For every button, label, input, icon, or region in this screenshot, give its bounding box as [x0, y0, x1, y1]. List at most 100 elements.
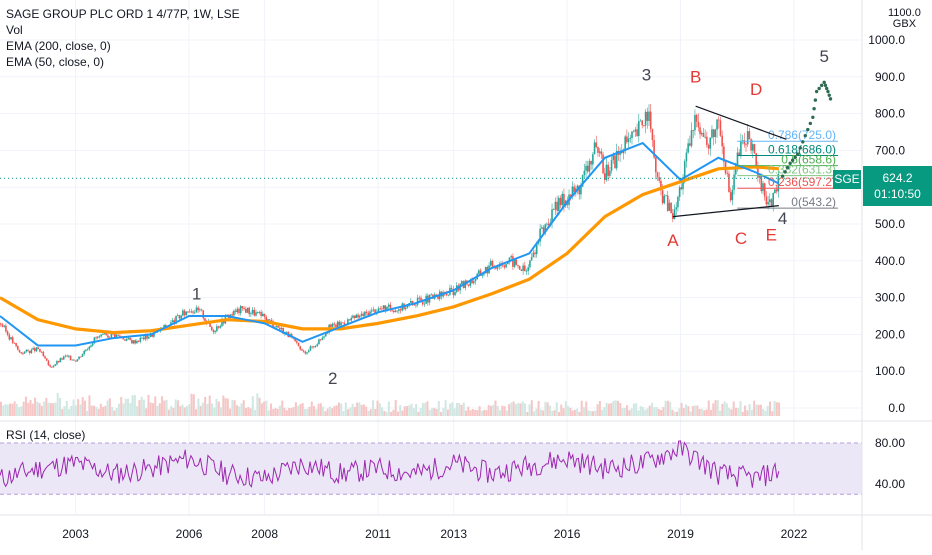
- candle-body: [78, 356, 80, 360]
- candle-body: [113, 333, 116, 338]
- candle-body: [704, 136, 706, 138]
- volume-bar: [607, 403, 610, 416]
- volume-bar: [446, 409, 449, 416]
- volume-bar: [40, 405, 43, 416]
- volume-bar: [120, 396, 123, 416]
- volume-bar: [614, 400, 617, 416]
- volume-bar: [641, 406, 644, 416]
- volume-bar: [505, 410, 508, 416]
- candle-body: [615, 150, 618, 169]
- legend-ema50[interactable]: EMA (50, close, 0): [6, 55, 105, 69]
- candle-body: [253, 309, 256, 316]
- candle-body: [236, 308, 239, 313]
- candle-body: [634, 129, 637, 132]
- candle-body: [571, 186, 574, 197]
- candle-body: [668, 202, 671, 211]
- candle-body: [709, 137, 712, 149]
- candle-body: [396, 310, 399, 312]
- volume-bar: [558, 411, 561, 416]
- fib-level-label: 0(543.2): [791, 195, 836, 209]
- volume-bar: [383, 410, 386, 416]
- volume-bar: [576, 408, 579, 416]
- volume-bar: [86, 410, 89, 416]
- volume-bar: [514, 404, 517, 416]
- candle-body: [561, 193, 564, 206]
- volume-bar: [528, 404, 531, 416]
- volume-bar: [381, 407, 384, 416]
- candle-body: [573, 186, 575, 193]
- volume-bar: [308, 406, 311, 416]
- volume-bar: [580, 400, 583, 416]
- volume-bar: [651, 402, 654, 416]
- volume-bar: [281, 400, 284, 416]
- candle-body: [740, 141, 742, 156]
- volume-bar: [174, 399, 177, 416]
- candle-body: [450, 287, 453, 290]
- volume-bar: [360, 404, 363, 416]
- candle-body: [474, 279, 477, 282]
- volume-bar: [560, 404, 563, 416]
- candle-body: [665, 195, 667, 197]
- correction-label: B: [690, 67, 701, 86]
- candle-body: [632, 131, 635, 133]
- volume-bar: [589, 411, 592, 416]
- forecast-dot: [806, 127, 810, 132]
- volume-bar: [419, 408, 422, 416]
- candle-body: [350, 317, 353, 321]
- forecast-dot: [819, 83, 824, 88]
- volume-bar: [49, 403, 52, 416]
- candle-body: [25, 349, 28, 352]
- volume-bar: [172, 407, 175, 416]
- candle-body: [374, 309, 376, 314]
- candle-body: [524, 265, 526, 272]
- correction-label: D: [750, 80, 762, 99]
- forecast-dot: [827, 93, 831, 97]
- candle-body: [775, 189, 778, 192]
- volume-bar: [108, 398, 111, 416]
- candle-body: [358, 315, 361, 318]
- volume-bar: [324, 411, 327, 416]
- volume-bar: [0, 401, 2, 416]
- candle-body: [131, 340, 133, 344]
- volume-bar: [421, 402, 424, 416]
- volume-bar: [716, 400, 719, 416]
- candle-body: [593, 142, 596, 155]
- candle-body: [369, 311, 371, 317]
- volume-bar: [603, 407, 606, 416]
- volume-bar: [217, 401, 220, 416]
- candle-body: [115, 334, 118, 338]
- candle-body: [682, 177, 684, 190]
- candle-body: [423, 303, 426, 305]
- candle-body: [481, 274, 484, 276]
- candle-body: [377, 308, 380, 312]
- candle-body: [517, 264, 519, 266]
- volume-bar: [778, 402, 781, 416]
- candle-body: [102, 334, 104, 336]
- volume-bar: [81, 397, 84, 416]
- candle-body: [399, 309, 402, 311]
- legend-title[interactable]: SAGE GROUP PLC ORD 1 4/77P, 1W, LSE: [6, 7, 240, 21]
- candle-body: [239, 306, 242, 314]
- candle-body: [171, 320, 174, 323]
- volume-bar: [451, 402, 454, 416]
- volume-bar: [496, 405, 499, 416]
- volume-bar: [555, 402, 558, 416]
- candle-body: [88, 346, 91, 350]
- volume-bar: [335, 405, 338, 416]
- time-tick-label: 2011: [365, 527, 391, 541]
- candle-body: [607, 164, 609, 176]
- candle-body: [760, 174, 763, 192]
- candle-body: [478, 270, 480, 274]
- candle-body: [736, 152, 739, 165]
- rsi-legend[interactable]: RSI (14, close): [6, 428, 86, 442]
- fib-level-label: 0.786(725.0): [768, 128, 836, 142]
- legend-ema200[interactable]: EMA (200, close, 0): [6, 39, 111, 53]
- volume-bar: [54, 402, 57, 416]
- time-tick-label: 2003: [62, 527, 89, 541]
- volume-bar: [353, 407, 356, 416]
- volume-bar: [192, 394, 195, 416]
- volume-bar: [63, 406, 66, 416]
- legend-vol[interactable]: Vol: [6, 23, 23, 37]
- candle-body: [552, 209, 555, 211]
- candle-body: [13, 342, 16, 344]
